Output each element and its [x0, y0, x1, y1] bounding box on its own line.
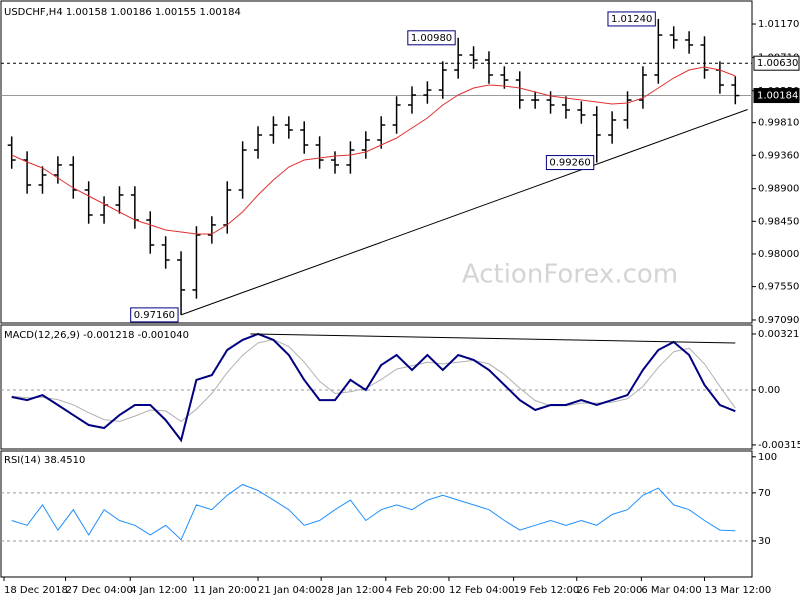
macd-panel-frame — [0, 324, 753, 450]
trendline — [250, 333, 736, 344]
price-marker-label: 1.00630 — [757, 58, 798, 69]
price-marker — [753, 55, 800, 71]
x-tick-label: 11 Jan 20:00 — [193, 585, 256, 596]
y-tick-label: 0.97550 — [758, 282, 799, 293]
x-tick-label: 18 Dec 2018 — [4, 585, 68, 596]
annotation-label: 0.99260 — [549, 158, 590, 169]
watermark: ActionForex.com — [462, 260, 678, 290]
y-tick-label: -0.003153 — [758, 440, 800, 451]
y-tick-label: 0.98450 — [758, 216, 799, 227]
annotation-box — [130, 307, 179, 323]
panel-title: RSI(14) 38.4510 — [4, 455, 85, 466]
y-tick-label: 0.00 — [758, 385, 780, 396]
trendline — [180, 108, 748, 316]
panel-title: MACD(12,26,9) -0.001218 -0.001040 — [4, 330, 189, 341]
panel-title: USDCHF,H4 1.00158 1.00186 1.00155 1.0018… — [4, 7, 241, 18]
x-tick-label: 4 Feb 20:00 — [386, 585, 445, 596]
y-tick-label: 1.01170 — [758, 19, 799, 30]
x-tick-label: 27 Dec 04:00 — [66, 585, 133, 596]
y-tick-label: 70 — [758, 488, 771, 499]
indicator-line — [11, 483, 736, 541]
price-marker — [753, 88, 800, 104]
x-tick-label: 13 Mar 12:00 — [705, 585, 772, 596]
x-tick-label: 19 Feb 12:00 — [514, 585, 580, 596]
y-tick-label: 0.003219 — [758, 329, 800, 340]
x-tick-label: 4 Jan 12:00 — [130, 585, 187, 596]
annotation-box — [545, 155, 595, 171]
price-marker-label: 1.00184 — [757, 91, 798, 102]
y-tick-label: 0.97090 — [758, 315, 799, 326]
annotation-box — [607, 11, 656, 27]
x-tick-label: 26 Feb 20:00 — [577, 585, 643, 596]
y-tick-label: 30 — [758, 536, 771, 547]
moving-average — [11, 66, 736, 235]
x-tick-label: 12 Feb 04:00 — [449, 585, 515, 596]
price-panel-frame — [0, 0, 753, 324]
indicator-line — [11, 338, 736, 423]
rsi-panel-frame — [0, 450, 753, 578]
annotation-label: 1.01240 — [611, 14, 652, 25]
x-tick-label: 28 Jan 12:00 — [321, 585, 384, 596]
y-tick-label: 0.99810 — [758, 118, 799, 129]
annotation-box — [407, 30, 456, 46]
annotation-label: 1.00980 — [411, 33, 452, 44]
x-tick-label: 21 Jan 04:00 — [258, 585, 321, 596]
indicator-line — [11, 332, 736, 443]
y-tick-label: 0.99360 — [758, 150, 799, 161]
annotation-label: 0.97160 — [134, 310, 175, 321]
y-tick-label: 0.98900 — [758, 184, 799, 195]
y-tick-label: 100 — [758, 452, 777, 463]
x-tick-label: 6 Mar 04:00 — [641, 585, 701, 596]
y-tick-label: 0.98000 — [758, 249, 799, 260]
